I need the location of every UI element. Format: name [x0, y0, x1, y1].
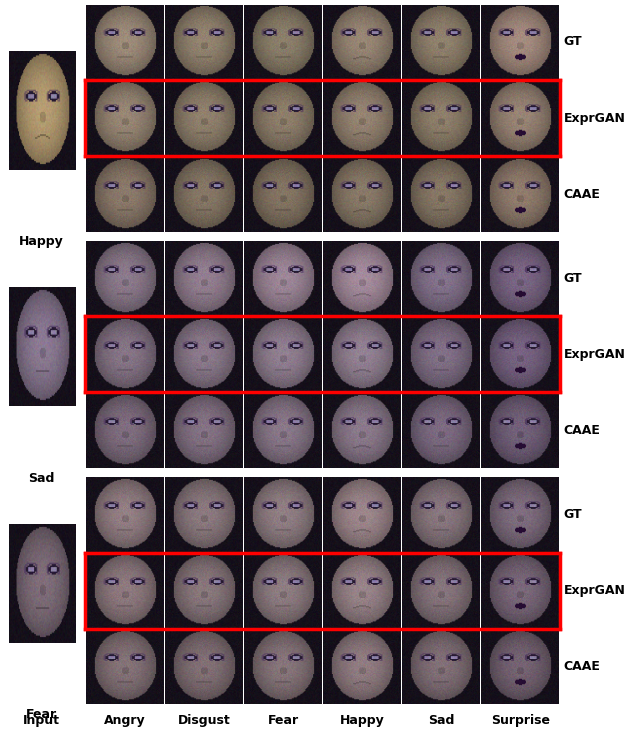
Text: ExprGAN: ExprGAN	[564, 584, 626, 597]
Text: Disgust: Disgust	[177, 714, 230, 727]
Text: Sad: Sad	[428, 714, 454, 727]
Text: CAAE: CAAE	[564, 424, 601, 437]
Text: GT: GT	[564, 35, 582, 48]
Text: Sad: Sad	[28, 472, 55, 485]
Text: Fear: Fear	[26, 708, 57, 721]
Text: Surprise: Surprise	[491, 714, 550, 727]
Text: CAAE: CAAE	[564, 661, 601, 673]
Text: Fear: Fear	[268, 714, 298, 727]
Text: Happy: Happy	[340, 714, 385, 727]
Text: ExprGAN: ExprGAN	[564, 112, 626, 124]
Text: GT: GT	[564, 271, 582, 285]
Text: Input: Input	[23, 714, 60, 727]
Text: Happy: Happy	[19, 235, 64, 249]
Text: Angry: Angry	[104, 714, 145, 727]
Text: ExprGAN: ExprGAN	[564, 348, 626, 361]
Text: CAAE: CAAE	[564, 188, 601, 201]
Text: GT: GT	[564, 508, 582, 521]
